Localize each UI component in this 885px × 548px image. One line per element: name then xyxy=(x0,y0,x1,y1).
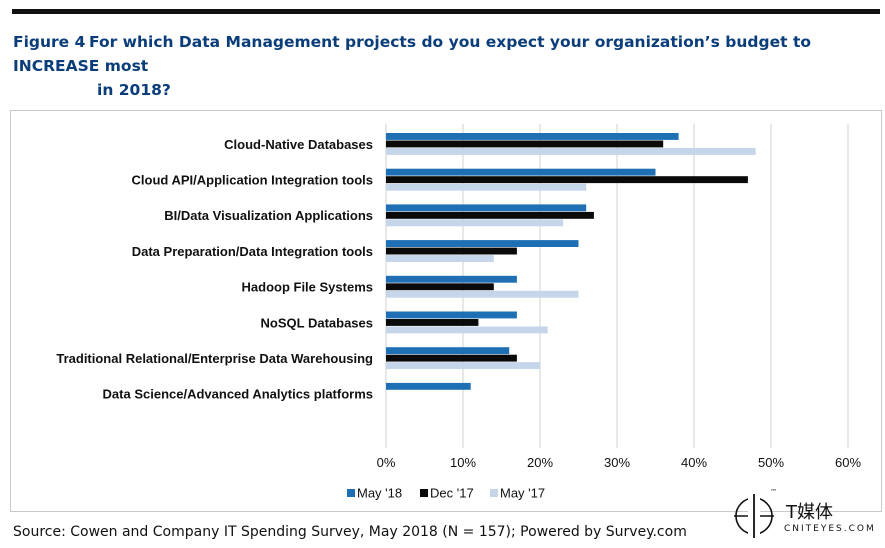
logo-mark-icon xyxy=(734,494,774,538)
bar xyxy=(386,319,479,326)
legend-label: Dec '17 xyxy=(430,486,474,501)
bar xyxy=(386,176,748,184)
legend-label: May '17 xyxy=(500,486,545,501)
x-tick-label: 10% xyxy=(450,455,476,470)
bar xyxy=(386,255,494,262)
bar xyxy=(386,311,517,319)
bar xyxy=(386,133,679,140)
category-label: Data Science/Advanced Analytics platform… xyxy=(103,387,373,402)
x-tick-label: 60% xyxy=(835,455,861,470)
logo-chinese: T媒体 xyxy=(786,502,833,523)
category-label: NoSQL Databases xyxy=(261,315,373,330)
x-tick-label: 30% xyxy=(604,455,630,470)
bar xyxy=(386,275,517,283)
legend-label: May '18 xyxy=(357,486,402,501)
bar xyxy=(386,290,579,298)
figure-number: Figure 4 xyxy=(13,33,86,51)
x-tick-label: 40% xyxy=(681,455,707,470)
bar xyxy=(386,148,756,155)
bar xyxy=(386,247,517,255)
legend-swatch xyxy=(490,489,498,497)
bar xyxy=(386,140,664,148)
bar xyxy=(386,354,517,362)
category-label: Cloud-Native Databases xyxy=(224,137,373,152)
x-tick-label: 20% xyxy=(527,455,553,470)
brand-logo: ™ T媒体 CNITEYES.COM xyxy=(734,488,880,542)
bar xyxy=(386,283,494,291)
top-rule xyxy=(12,9,880,14)
source-note: Source: Cowen and Company IT Spending Su… xyxy=(13,524,687,540)
chart-frame xyxy=(10,110,882,512)
category-label: Data Preparation/Data Integration tools xyxy=(132,244,373,259)
bar xyxy=(386,204,587,212)
x-tick-label: 0% xyxy=(377,455,396,470)
bar xyxy=(386,211,594,219)
bar xyxy=(386,347,510,355)
figure-title-line2: in 2018? xyxy=(97,81,171,99)
x-tick-label: 50% xyxy=(758,455,784,470)
figure-title: Figure 4 For which Data Management projec… xyxy=(13,30,875,102)
bar xyxy=(386,362,540,370)
bar xyxy=(386,219,564,227)
bar xyxy=(386,240,579,247)
category-label: BI/Data Visualization Applications xyxy=(164,208,373,223)
category-label: Hadoop File Systems xyxy=(242,280,373,295)
figure-title-line1: For which Data Management projects do yo… xyxy=(13,33,811,75)
logo-tm: ™ xyxy=(770,488,777,496)
bar xyxy=(386,382,471,390)
logo-latin: CNITEYES.COM xyxy=(784,524,876,534)
bar xyxy=(386,326,548,334)
legend-swatch xyxy=(347,489,355,497)
category-label: Cloud API/Application Integration tools xyxy=(132,172,373,187)
category-label: Traditional Relational/Enterprise Data W… xyxy=(56,351,373,366)
bar xyxy=(386,183,587,191)
legend-swatch xyxy=(420,489,428,497)
bar xyxy=(386,168,656,176)
